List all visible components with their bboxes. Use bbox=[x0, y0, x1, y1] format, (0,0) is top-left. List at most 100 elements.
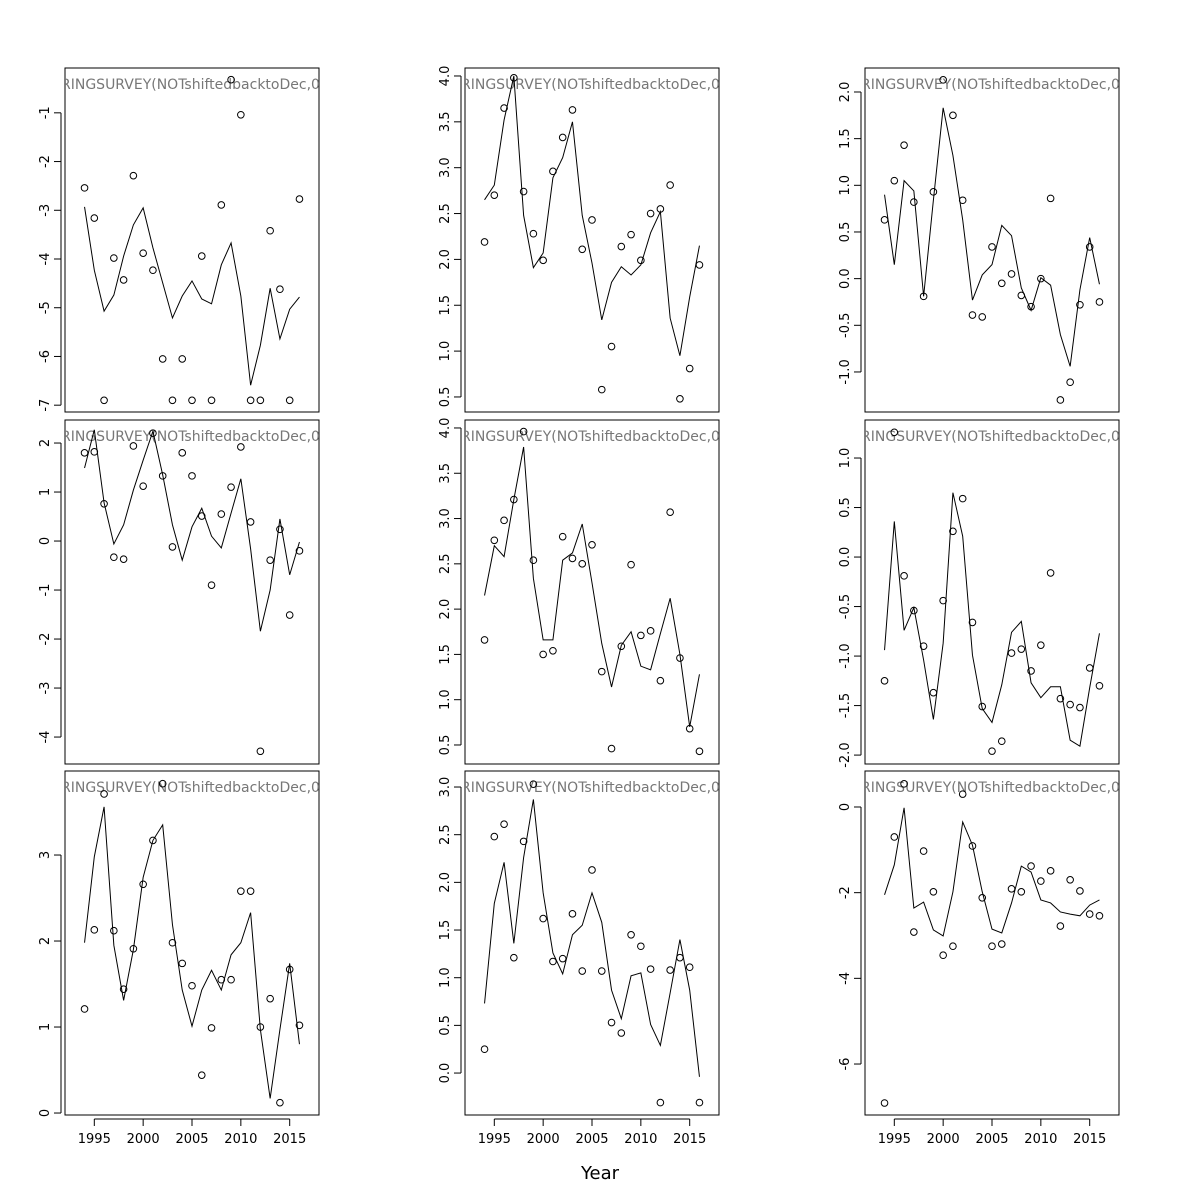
y-tick-label: -4 bbox=[38, 731, 53, 744]
data-point bbox=[919, 642, 928, 650]
panel-title: RINGSURVEY(NOTshiftedbacktoDec,0sa bbox=[61, 429, 336, 445]
data-point bbox=[578, 560, 587, 568]
y-tick-label: 1.0 bbox=[438, 967, 453, 988]
data-point bbox=[685, 963, 694, 972]
data-point bbox=[217, 201, 226, 209]
data-point bbox=[480, 238, 489, 246]
data-point bbox=[295, 547, 304, 555]
y-tick-label: 0 bbox=[838, 803, 853, 811]
data-point bbox=[666, 508, 674, 517]
data-point bbox=[968, 618, 977, 627]
data-point bbox=[276, 525, 284, 534]
data-point bbox=[129, 171, 138, 180]
data-point bbox=[1007, 270, 1016, 278]
data-point bbox=[519, 837, 528, 846]
data-point bbox=[910, 198, 918, 206]
y-tick-label: 1.5 bbox=[438, 295, 453, 316]
data-point bbox=[227, 975, 235, 984]
data-point bbox=[695, 261, 704, 269]
data-point bbox=[900, 141, 908, 149]
data-point bbox=[480, 1045, 489, 1054]
x-tick-label: 1995 bbox=[78, 1132, 111, 1147]
data-point bbox=[100, 396, 108, 405]
data-point bbox=[978, 894, 987, 902]
data-point bbox=[568, 106, 577, 114]
x-tick-label: 2015 bbox=[273, 1132, 306, 1147]
y-tick-label: -1 bbox=[38, 584, 53, 597]
data-point bbox=[1046, 194, 1055, 203]
data-point bbox=[588, 866, 596, 874]
data-point bbox=[929, 888, 938, 896]
data-point bbox=[1095, 911, 1104, 920]
data-point bbox=[890, 428, 899, 437]
panel-title: RINGSURVEY(NOTshiftedbacktoDec,0sa bbox=[461, 77, 736, 93]
data-point bbox=[646, 965, 655, 973]
y-tick-label: 0 bbox=[38, 537, 53, 545]
data-point bbox=[266, 556, 274, 564]
y-tick-label: 2 bbox=[38, 439, 53, 447]
data-point bbox=[880, 216, 889, 224]
data-point bbox=[1046, 867, 1055, 875]
y-tick-label: 0.5 bbox=[438, 387, 453, 408]
data-point bbox=[900, 572, 908, 580]
x-tick-label: 2005 bbox=[975, 1132, 1008, 1147]
data-point bbox=[178, 449, 187, 457]
plot-frame bbox=[864, 419, 1120, 765]
data-point bbox=[110, 553, 118, 562]
y-tick-label: -0.5 bbox=[838, 594, 853, 619]
data-point bbox=[617, 242, 626, 251]
data-point bbox=[588, 541, 596, 549]
plot-frame bbox=[864, 770, 1120, 1116]
data-point bbox=[110, 254, 118, 262]
data-point bbox=[500, 516, 508, 525]
data-point bbox=[597, 385, 606, 394]
data-point bbox=[1027, 667, 1035, 675]
data-point bbox=[129, 442, 138, 450]
data-point bbox=[1017, 888, 1026, 896]
data-point bbox=[666, 966, 674, 974]
data-point bbox=[617, 1029, 626, 1037]
y-tick-label: -6 bbox=[38, 350, 53, 363]
data-point bbox=[597, 967, 606, 975]
plot-frame bbox=[64, 770, 320, 1116]
data-point bbox=[500, 104, 508, 112]
y-tick-label: -0.5 bbox=[838, 313, 853, 338]
y-tick-label: -3 bbox=[38, 204, 53, 217]
data-point bbox=[890, 176, 899, 185]
data-point bbox=[637, 631, 645, 640]
plot-frame bbox=[464, 67, 720, 413]
fitted-line bbox=[884, 107, 1100, 367]
data-point bbox=[1085, 910, 1094, 918]
plot-frame bbox=[864, 67, 1120, 413]
y-tick-label: -1.5 bbox=[838, 693, 853, 718]
data-point bbox=[685, 364, 694, 373]
data-point bbox=[539, 650, 547, 659]
x-tick-label: 2015 bbox=[1073, 1132, 1106, 1147]
data-point bbox=[227, 75, 235, 84]
y-tick-label: 0.5 bbox=[438, 735, 453, 756]
data-point bbox=[910, 928, 918, 936]
data-point bbox=[958, 790, 967, 798]
y-tick-label: 1 bbox=[38, 488, 53, 496]
y-tick-label: 3.5 bbox=[438, 463, 453, 484]
fitted-line bbox=[484, 446, 700, 727]
data-point bbox=[607, 342, 616, 351]
data-point bbox=[919, 847, 928, 855]
data-point bbox=[890, 833, 899, 841]
y-tick-label: 1.5 bbox=[838, 128, 853, 149]
fitted-line bbox=[884, 807, 1100, 937]
fitted-line bbox=[84, 429, 300, 632]
panel-title: RINGSURVEY(NOTshiftedbacktoDec,0sa bbox=[461, 780, 736, 796]
data-point bbox=[607, 1018, 616, 1027]
y-tick-label: 3.0 bbox=[438, 157, 453, 178]
data-point bbox=[1085, 243, 1094, 251]
data-point bbox=[519, 427, 528, 436]
x-tick-label: 2005 bbox=[175, 1132, 208, 1147]
data-point bbox=[1076, 887, 1084, 895]
y-tick-label: 3.0 bbox=[438, 508, 453, 529]
data-point bbox=[246, 518, 255, 526]
data-point bbox=[1007, 649, 1016, 657]
data-point bbox=[939, 596, 947, 605]
data-point bbox=[149, 836, 157, 845]
data-point bbox=[500, 820, 508, 829]
